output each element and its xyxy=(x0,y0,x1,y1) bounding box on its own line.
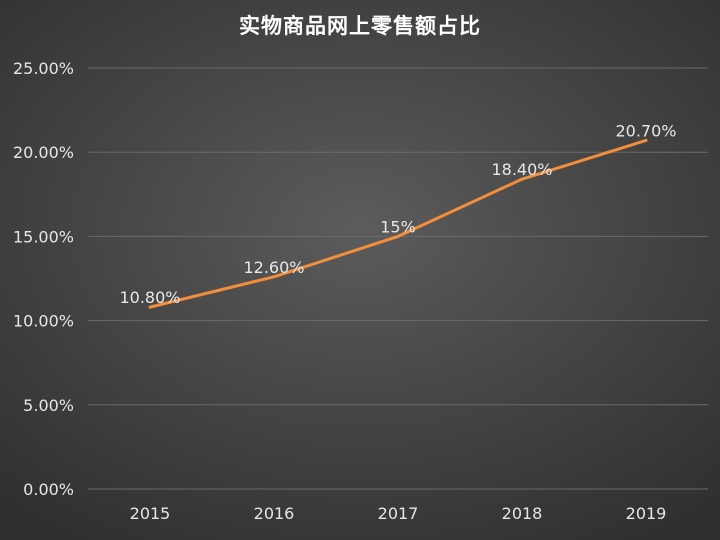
chart-title: 实物商品网上零售额占比 xyxy=(239,14,481,38)
y-tick-label: 10.00% xyxy=(13,312,74,331)
x-tick-label: 2018 xyxy=(502,504,543,523)
data-label: 12.60% xyxy=(243,258,304,277)
data-label: 18.40% xyxy=(491,160,552,179)
y-tick-label: 0.00% xyxy=(23,480,74,499)
data-label: 10.80% xyxy=(119,288,180,307)
y-tick-label: 20.00% xyxy=(13,143,74,162)
x-tick-label: 2017 xyxy=(378,504,419,523)
data-label: 15% xyxy=(380,217,416,236)
x-tick-label: 2015 xyxy=(130,504,171,523)
y-tick-label: 15.00% xyxy=(13,227,74,246)
data-label: 20.70% xyxy=(615,121,676,140)
x-tick-label: 2016 xyxy=(254,504,295,523)
y-tick-label: 5.00% xyxy=(23,396,74,415)
x-tick-label: 2019 xyxy=(626,504,667,523)
y-tick-label: 25.00% xyxy=(13,59,74,78)
